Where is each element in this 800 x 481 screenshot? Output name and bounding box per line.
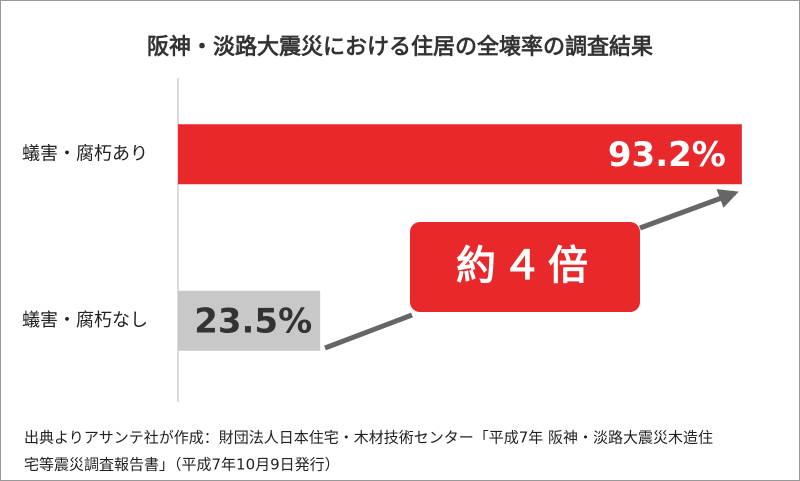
value-label: 93.2% — [608, 135, 726, 175]
bar — [178, 124, 742, 185]
source-note: 出典よりアサンテ社が作成：財団法人日本住宅・木材技術センター「平成7年 阪神・淡… — [24, 429, 713, 447]
y-tick-label: 蟻害・腐朽なし — [22, 310, 148, 331]
bar — [178, 290, 321, 351]
source-note: 宅等震災調査報告書」（平成7年10月9日発行） — [24, 456, 340, 474]
y-tick-label: 蟻害・腐朽あり — [22, 143, 148, 164]
value-label: 23.5% — [194, 301, 312, 341]
annotation-box — [410, 222, 640, 312]
arrow — [639, 189, 739, 231]
annotation: 約４倍 — [456, 243, 594, 289]
arrow — [324, 312, 413, 351]
chart-title: 阪神・淡路大震災における住居の全壊率の調査結果 — [147, 34, 653, 60]
